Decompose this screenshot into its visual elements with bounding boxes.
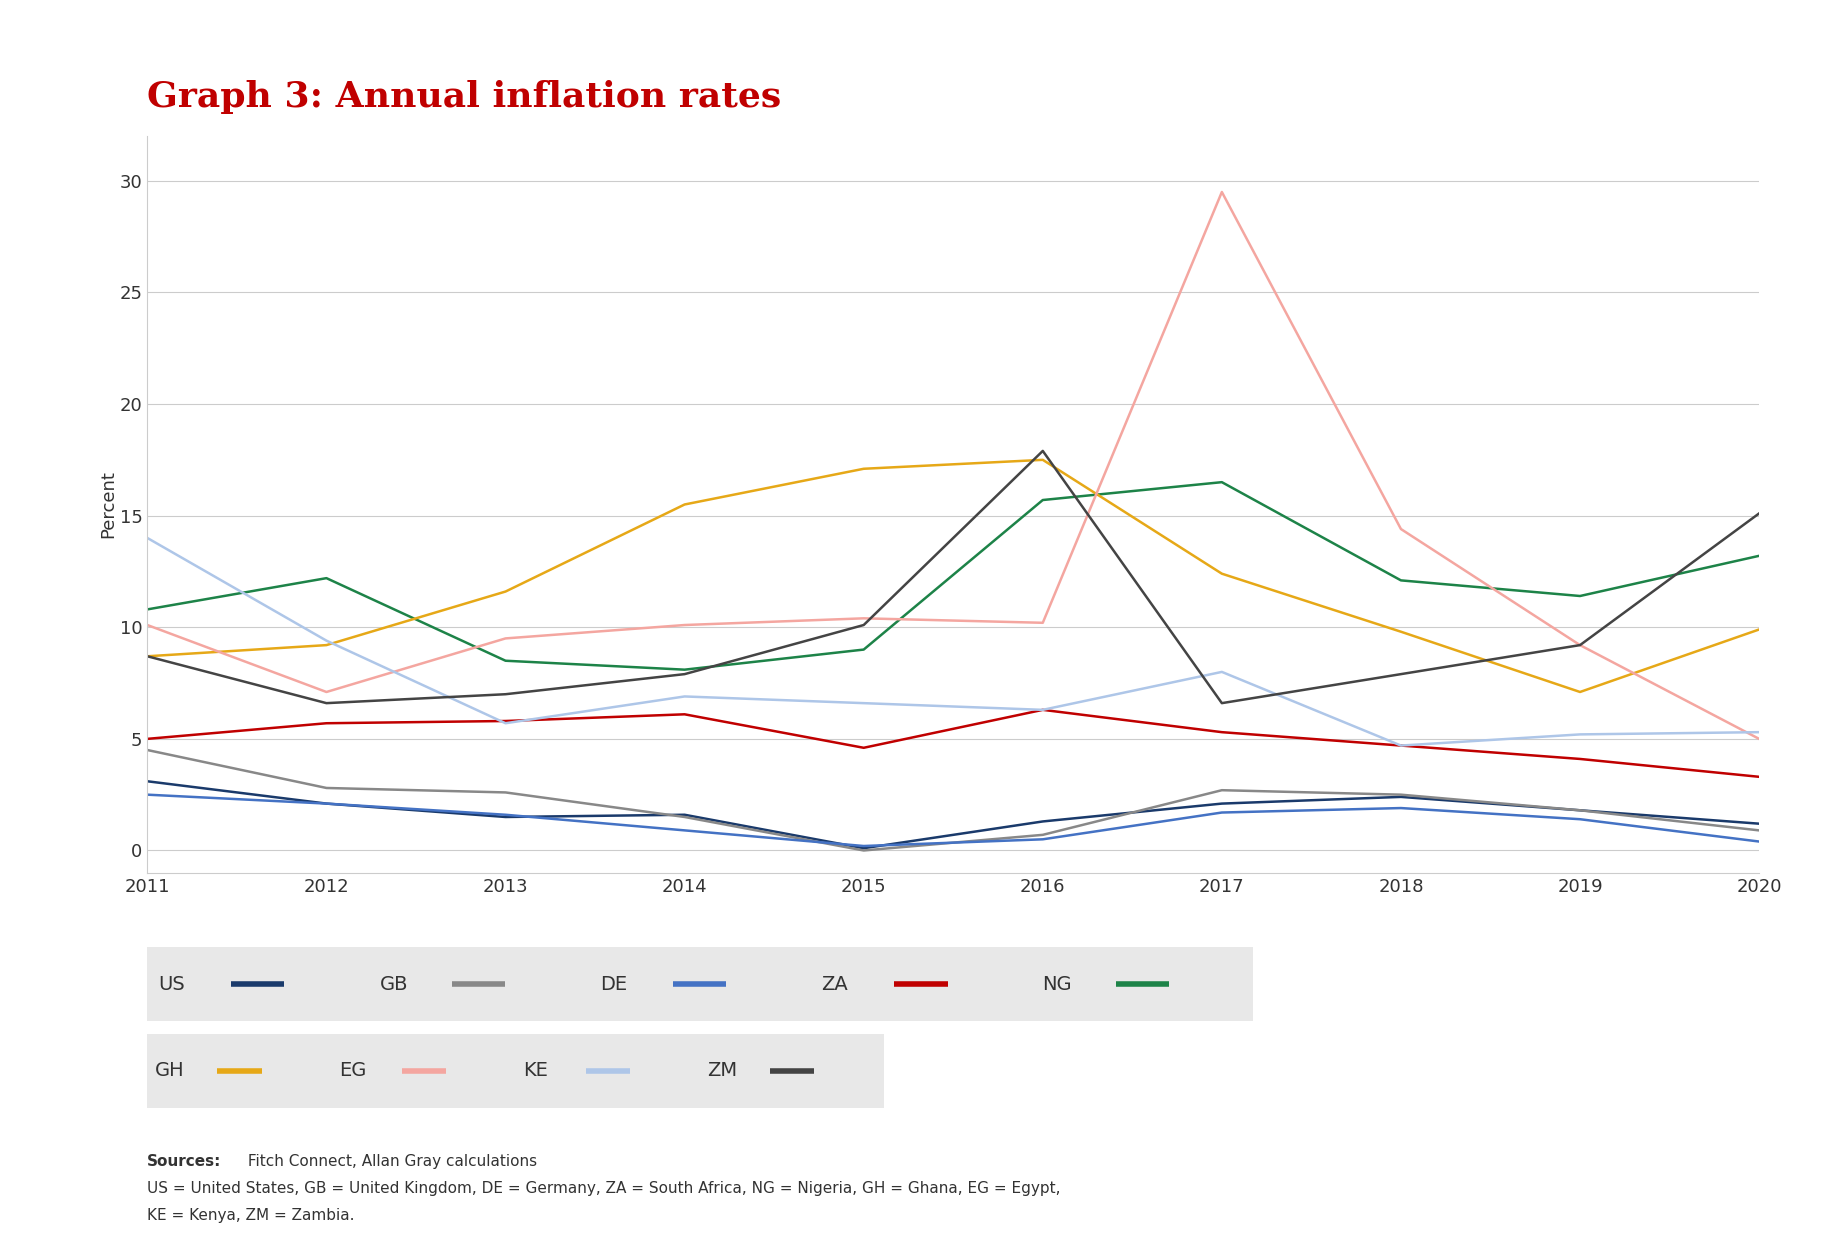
Text: GH: GH [155,1061,184,1081]
Text: ZA: ZA [822,974,849,994]
Text: GB: GB [379,974,407,994]
Y-axis label: Percent: Percent [99,470,118,539]
Text: Fitch Connect, Allan Gray calculations: Fitch Connect, Allan Gray calculations [243,1154,538,1169]
Text: Graph 3: Annual inflation rates: Graph 3: Annual inflation rates [147,80,781,114]
Text: EG: EG [339,1061,367,1081]
Text: ZM: ZM [707,1061,737,1081]
Text: Sources:: Sources: [147,1154,221,1169]
Text: NG: NG [1043,974,1072,994]
Text: DE: DE [600,974,628,994]
Text: KE: KE [523,1061,549,1081]
Text: US: US [158,974,186,994]
Text: US = United States, GB = United Kingdom, DE = Germany, ZA = South Africa, NG = N: US = United States, GB = United Kingdom,… [147,1181,1061,1196]
Text: KE = Kenya, ZM = Zambia.: KE = Kenya, ZM = Zambia. [147,1208,356,1223]
